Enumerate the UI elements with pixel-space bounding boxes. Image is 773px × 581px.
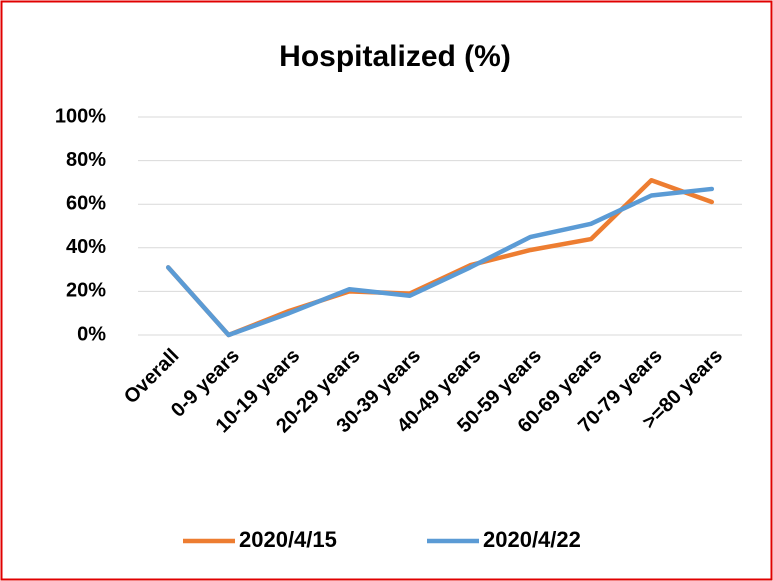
series-line: [165, 186, 715, 338]
chart-title: Hospitalized (%): [279, 40, 511, 73]
y-tick-label: 40%: [66, 236, 106, 258]
legend-label: 2020/4/15: [239, 527, 337, 552]
y-tick-label: 20%: [66, 280, 106, 302]
y-tick-label: 100%: [55, 105, 106, 127]
y-tick-label: 60%: [66, 192, 106, 214]
legend-label: 2020/4/22: [483, 527, 581, 552]
y-tick-label: 0%: [77, 323, 106, 345]
y-tick-label: 80%: [66, 149, 106, 171]
